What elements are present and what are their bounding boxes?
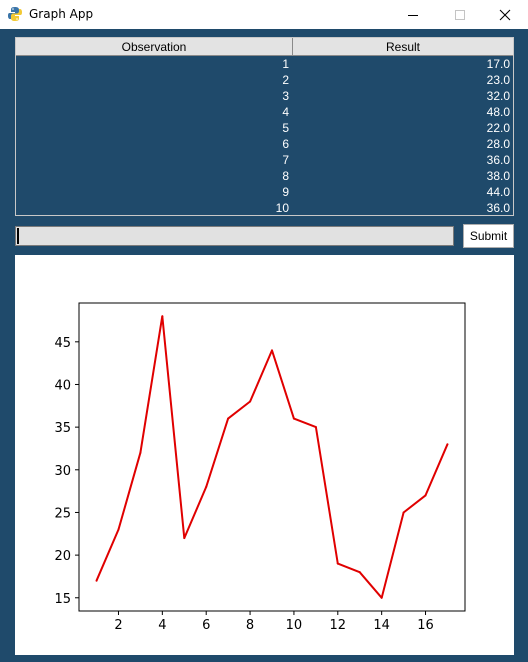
data-point — [205, 485, 208, 488]
x-tick-label: 14 — [373, 618, 390, 633]
observation-cell: 5 — [282, 121, 289, 135]
result-cell: 23.0 — [486, 73, 510, 87]
data-point — [446, 443, 449, 446]
series-line — [95, 315, 449, 599]
x-tick-label: 10 — [286, 618, 303, 633]
value-input[interactable] — [15, 226, 454, 246]
data-point — [271, 349, 273, 352]
y-tick-label: 45 — [54, 336, 71, 351]
result-cell: 28.0 — [486, 137, 510, 151]
x-tick-label: 16 — [417, 618, 434, 633]
y-tick-label: 30 — [54, 464, 71, 479]
data-point — [139, 451, 142, 454]
result-cell: 38.0 — [486, 169, 510, 183]
submit-button[interactable]: Submit — [463, 224, 514, 248]
result-cell: 44.0 — [486, 185, 510, 199]
data-point — [183, 537, 186, 540]
close-icon — [499, 9, 511, 20]
data-point — [336, 562, 339, 565]
data-point — [292, 417, 295, 420]
plot-area: 2 4 6 8 10 12 14 16 15 20 25 30 35 40 45 — [15, 255, 514, 655]
data-point — [117, 528, 120, 531]
data-point — [161, 315, 164, 318]
y-tick-label: 35 — [54, 421, 71, 436]
x-tick-label: 12 — [330, 618, 347, 633]
observation-cell: 4 — [282, 105, 289, 119]
observation-cell: 10 — [275, 201, 289, 215]
result-cell: 32.0 — [486, 89, 510, 103]
y-tick-label: 20 — [54, 549, 71, 564]
x-tick-label: 8 — [246, 618, 254, 633]
x-tick-label: 6 — [202, 618, 210, 633]
minimize-icon — [408, 14, 418, 16]
data-point — [95, 579, 98, 582]
maximize-button[interactable] — [437, 0, 483, 29]
y-tick-label: 40 — [54, 378, 71, 393]
data-point — [227, 417, 230, 420]
table-header: Observation Result — [16, 38, 513, 56]
table-row[interactable]: 6 28.0 — [16, 136, 513, 152]
data-point — [380, 596, 383, 599]
column-header-result[interactable]: Result — [293, 38, 513, 56]
python-app-icon — [7, 6, 23, 22]
table-row[interactable]: 10 36.0 — [16, 200, 513, 216]
table-row[interactable]: 1 17.0 — [16, 56, 513, 72]
data-point — [402, 511, 405, 514]
y-tick-label: 25 — [54, 506, 71, 521]
table-row[interactable]: 7 36.0 — [16, 152, 513, 168]
table-row[interactable]: 9 44.0 — [16, 184, 513, 200]
x-tick-label: 2 — [114, 618, 122, 633]
result-cell: 36.0 — [486, 153, 510, 167]
observation-cell: 2 — [282, 73, 289, 87]
minimize-button[interactable] — [390, 0, 436, 29]
results-table: Observation Result 1 17.0 2 23.0 3 32.0 4 48.0 5… — [15, 37, 514, 216]
x-tick-label: 4 — [158, 618, 166, 633]
table-row[interactable]: 4 48.0 — [16, 104, 513, 120]
result-cell: 48.0 — [486, 105, 510, 119]
observation-cell: 8 — [282, 169, 289, 183]
result-cell: 17.0 — [486, 57, 510, 71]
result-cell: 22.0 — [486, 121, 510, 135]
observation-cell: 9 — [282, 185, 289, 199]
table-row[interactable]: 5 22.0 — [16, 120, 513, 136]
table-row[interactable]: 3 32.0 — [16, 88, 513, 104]
observation-cell: 7 — [282, 153, 289, 167]
maximize-icon — [455, 9, 465, 20]
close-button[interactable] — [482, 0, 528, 29]
result-cell: 36.0 — [486, 201, 510, 215]
y-tick-label: 15 — [54, 592, 71, 607]
data-point — [314, 426, 317, 429]
title-bar: Graph App — [0, 0, 528, 29]
data-point — [424, 494, 427, 497]
observation-cell: 1 — [282, 57, 289, 71]
observation-cell: 6 — [282, 137, 289, 151]
data-point — [249, 400, 252, 403]
text-cursor — [17, 228, 19, 244]
table-row[interactable]: 2 23.0 — [16, 72, 513, 88]
line-chart: 2 4 6 8 10 12 14 16 15 20 25 30 35 40 45 — [54, 302, 466, 633]
data-point — [358, 571, 361, 574]
window-title: Graph App — [29, 7, 94, 21]
axes-frame — [78, 302, 466, 612]
observation-cell: 3 — [282, 89, 289, 103]
column-header-observation[interactable]: Observation — [16, 38, 293, 56]
table-body: 1 17.0 2 23.0 3 32.0 4 48.0 5 22.0 6 28.0 7 36.0 8 38.0… — [16, 56, 513, 216]
table-row[interactable]: 8 38.0 — [16, 168, 513, 184]
